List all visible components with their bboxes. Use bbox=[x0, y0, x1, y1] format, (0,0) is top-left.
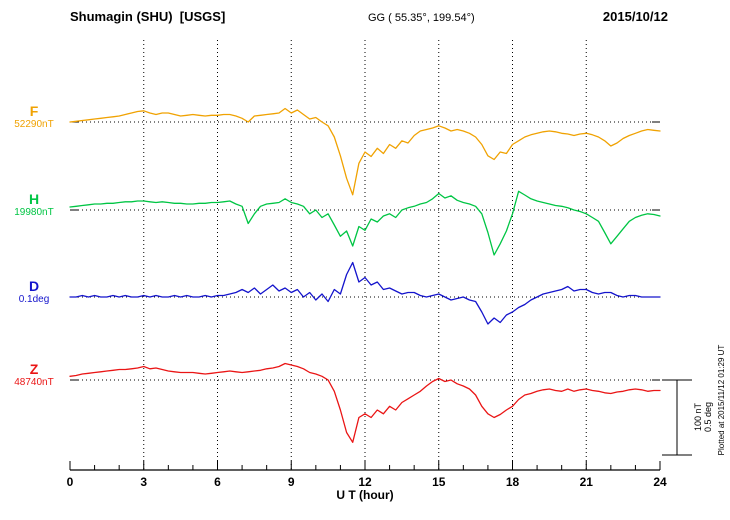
trace-baseline-value-f: 52290nT bbox=[14, 119, 54, 130]
svg-text:21: 21 bbox=[580, 475, 594, 489]
svg-text:15: 15 bbox=[432, 475, 446, 489]
traces bbox=[69, 107, 661, 443]
trace-name-f: F bbox=[29, 103, 39, 119]
trace-name-z: Z bbox=[29, 361, 39, 377]
plot-date: 2015/10/12 bbox=[602, 9, 668, 24]
scale-bar bbox=[662, 379, 692, 456]
x-tick-labels: 0 3 6 9 12 15 18 21 24 bbox=[67, 475, 667, 489]
scale-label-nt: 100 nT bbox=[693, 402, 703, 432]
plotted-at-timestamp: Plotted at 2015/11/12 01:29 UT bbox=[717, 344, 726, 456]
trace-label-z: Z 48740nT bbox=[4, 362, 64, 389]
trace-name-h: H bbox=[28, 191, 40, 207]
trace-label-f: F 52290nT bbox=[4, 104, 64, 131]
trace-H bbox=[69, 190, 661, 256]
trace-F bbox=[69, 107, 661, 196]
svg-text:3: 3 bbox=[140, 475, 147, 489]
scale-bar-labels: 100 nT 0.5 deg bbox=[693, 396, 713, 438]
trace-Z bbox=[69, 362, 661, 443]
trace-name-d: D bbox=[28, 278, 40, 294]
svg-text:6: 6 bbox=[214, 475, 221, 489]
svg-text:18: 18 bbox=[506, 475, 520, 489]
trace-baseline-value-d: 0.1deg bbox=[18, 294, 50, 305]
geographic-coordinates: GG ( 55.35°, 199.54°) bbox=[368, 12, 475, 24]
trace-label-d: D 0.1deg bbox=[4, 279, 64, 306]
svg-text:0: 0 bbox=[67, 475, 74, 489]
trace-label-h: H 19980nT bbox=[4, 192, 64, 219]
trace-baseline-value-h: 19980nT bbox=[14, 207, 54, 218]
svg-text:24: 24 bbox=[653, 475, 667, 489]
scale-label-deg: 0.5 deg bbox=[703, 401, 713, 433]
station-title: Shumagin (SHU) [USGS] bbox=[70, 9, 226, 24]
trace-baseline-value-z: 48740nT bbox=[14, 377, 54, 388]
x-axis bbox=[69, 461, 661, 471]
vertical-gridlines bbox=[143, 40, 587, 470]
x-axis-title: U T (hour) bbox=[336, 488, 394, 502]
svg-text:9: 9 bbox=[288, 475, 295, 489]
svg-text:12: 12 bbox=[358, 475, 372, 489]
trace-D bbox=[69, 261, 661, 325]
